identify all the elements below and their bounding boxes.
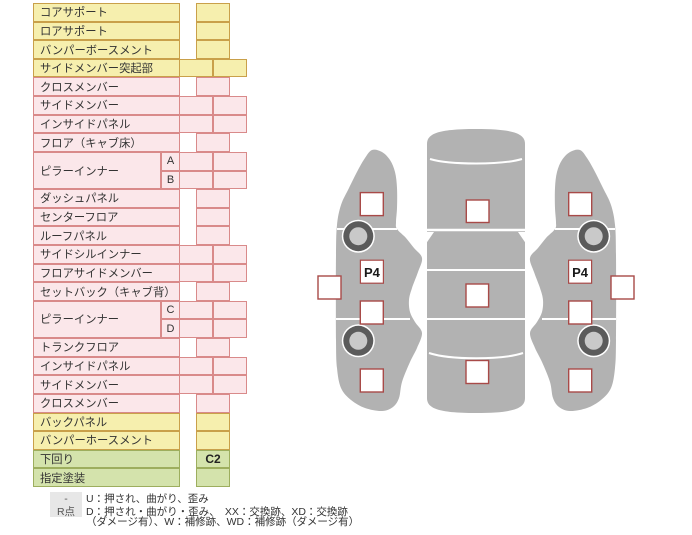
- svg-text:P4: P4: [364, 265, 381, 280]
- svg-text:P4: P4: [572, 265, 589, 280]
